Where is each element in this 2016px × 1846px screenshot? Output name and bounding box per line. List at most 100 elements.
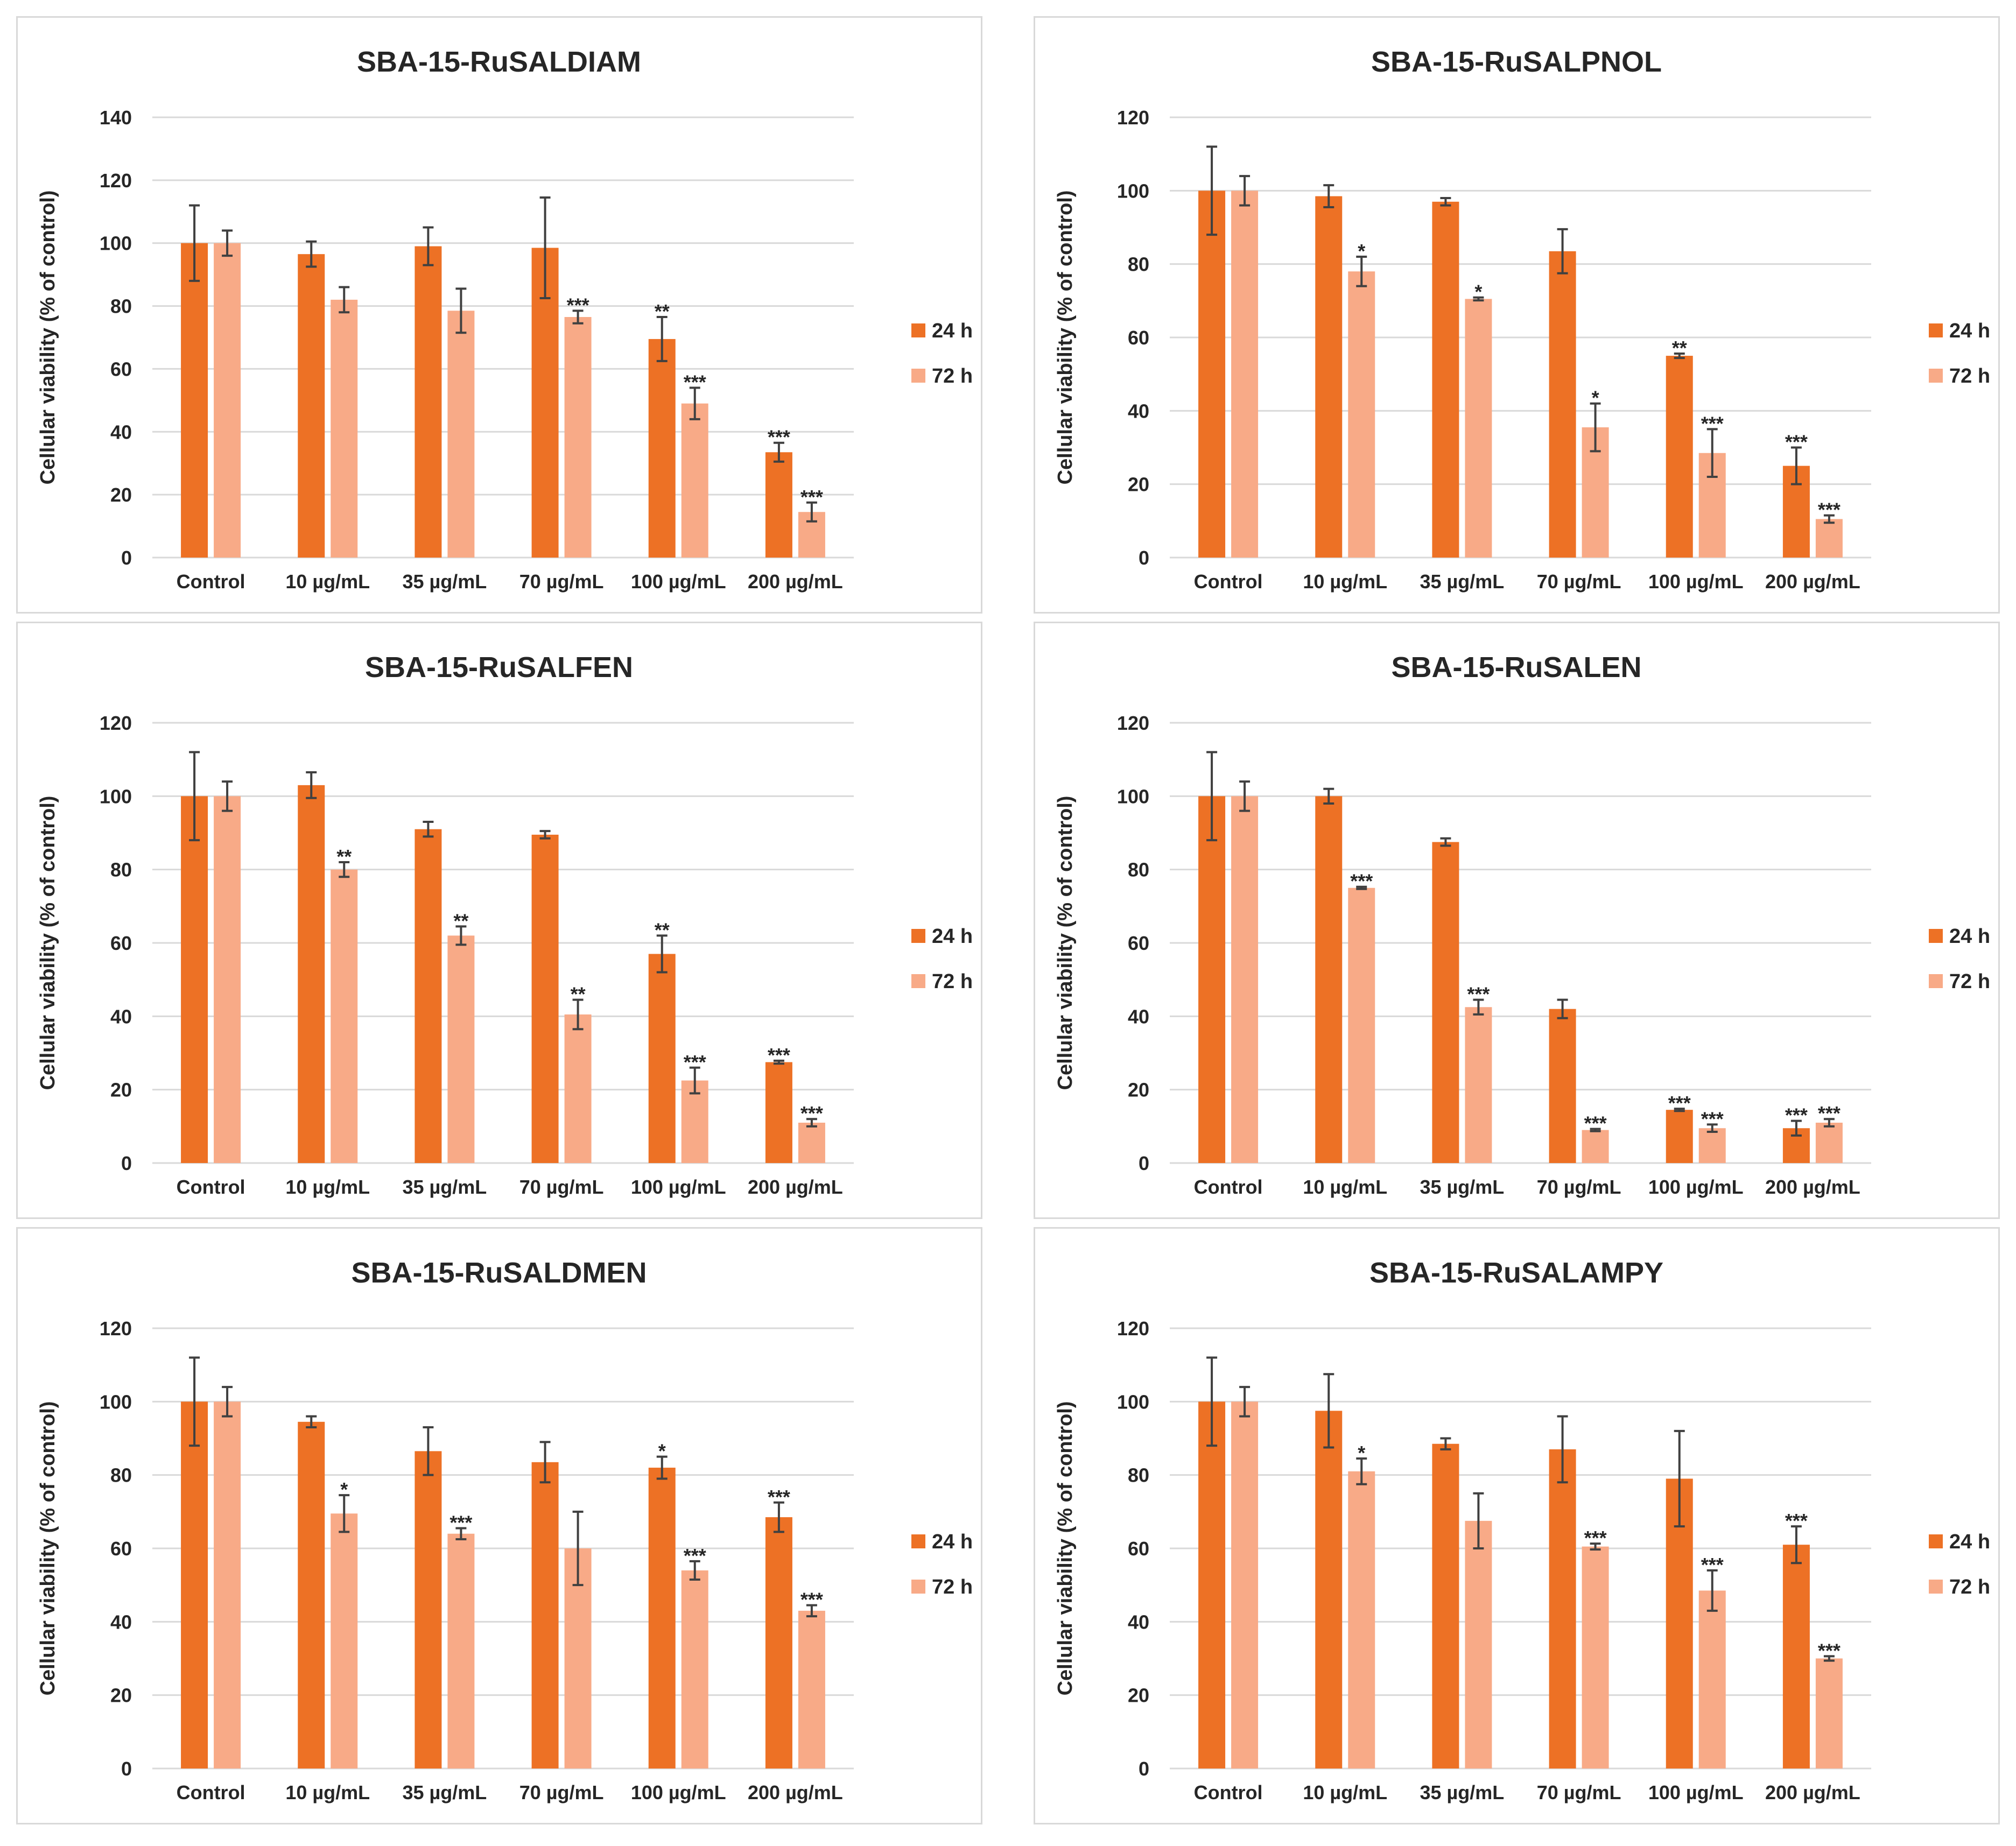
bar-72h: [681, 1570, 708, 1769]
x-tick-label: 35 µg/mL: [1420, 570, 1505, 593]
x-tick-label: 70 µg/mL: [519, 570, 604, 593]
legend-label: 72 h: [932, 970, 973, 993]
bar-24h: [181, 243, 208, 558]
y-tick-label: 40: [110, 1611, 132, 1633]
y-tick-label: 80: [110, 859, 132, 881]
y-tick-label: 60: [1128, 932, 1149, 954]
legend-swatch: [911, 1534, 925, 1548]
y-tick-label: 100: [100, 785, 132, 807]
bar-24h: [1432, 842, 1459, 1163]
significance-label: ***: [1701, 412, 1724, 434]
legend-swatch: [911, 929, 925, 943]
x-tick-label: 35 µg/mL: [403, 1781, 487, 1803]
legend-label: 24 h: [1949, 1531, 1990, 1553]
x-tick-label: Control: [177, 570, 245, 593]
legend-label: 72 h: [1949, 970, 1990, 993]
chart-panel-sba15-rusalampy: SBA-15-RuSALAMPY 0 20 40 60 80 100 120 Cellular …: [1034, 1227, 2000, 1824]
bar-72h: [1815, 519, 1843, 558]
y-tick-label: 20: [110, 1685, 132, 1707]
y-tick-label: 120: [100, 712, 132, 734]
significance-label: **: [453, 910, 468, 932]
y-tick-label: 0: [1139, 1152, 1149, 1174]
x-tick-label: 200 µg/mL: [748, 1176, 843, 1198]
bar-72h: [564, 317, 592, 558]
x-tick-label: 10 µg/mL: [1303, 1176, 1387, 1198]
significance-label: ***: [1584, 1112, 1607, 1135]
bar-24h: [1549, 251, 1576, 558]
y-tick-label: 80: [1128, 1464, 1149, 1486]
x-tick-label: 70 µg/mL: [1537, 1781, 1621, 1803]
bar-24h: [531, 1462, 559, 1769]
y-tick-label: 40: [110, 1005, 132, 1027]
bar-24h: [1666, 356, 1693, 558]
bar-72h: [1698, 1590, 1726, 1769]
y-tick-label: 60: [110, 1538, 132, 1560]
bar-72h: [1698, 1128, 1726, 1163]
legend-label: 24 h: [1949, 925, 1990, 948]
chart-title: SBA-15-RuSALDIAM: [357, 46, 641, 78]
bar-72h: [1815, 1123, 1843, 1163]
chart-panel-sba15-rusaldiam: SBA-15-RuSALDIAM 0 20 40 60 80 100 120 140 Cellul…: [16, 16, 982, 614]
significance-label: ***: [567, 294, 589, 316]
legend-label: 24 h: [932, 320, 973, 342]
significance-label: ***: [1701, 1554, 1724, 1576]
bar-24h: [1549, 1449, 1576, 1769]
significance-label: ***: [1584, 1527, 1607, 1549]
chart-panel-sba15-rusaldmen: SBA-15-RuSALDMEN 0 20 40 60 80 100 120 Cellular …: [16, 1227, 982, 1824]
y-tick-label: 100: [100, 232, 132, 255]
x-tick-label: 70 µg/mL: [519, 1176, 604, 1198]
y-tick-label: 40: [110, 421, 132, 443]
chart-svg: SBA-15-RuSALDMEN 0 20 40 60 80 100 120 Cellular …: [37, 1257, 973, 1803]
significance-label: ***: [768, 1044, 790, 1066]
legend-swatch: [911, 369, 925, 383]
y-tick-label: 120: [1117, 107, 1149, 129]
y-axis-label: Cellular viability (% of control): [37, 191, 59, 485]
significance-label: ***: [1785, 431, 1808, 453]
bar-24h: [298, 785, 325, 1163]
y-tick-label: 60: [110, 358, 132, 380]
legend-label: 24 h: [932, 925, 973, 948]
y-tick-label: 100: [1117, 180, 1149, 202]
bar-72h: [1231, 796, 1259, 1163]
y-tick-label: 80: [110, 1464, 132, 1486]
significance-label: **: [336, 846, 352, 868]
legend-label: 24 h: [932, 1531, 973, 1553]
significance-label: *: [1358, 1442, 1365, 1464]
legend-label: 72 h: [1949, 1576, 1990, 1598]
bar-24h: [765, 1517, 792, 1769]
bar-24h: [648, 1468, 676, 1769]
y-axis-label: Cellular viability (% of control): [1054, 1401, 1077, 1696]
x-tick-label: 35 µg/mL: [1420, 1781, 1505, 1803]
chart-panel-sba15-rusalpnol: SBA-15-RuSALPNOL 0 20 40 60 80 100 120 Cellular …: [1034, 16, 2000, 614]
bar-72h: [798, 1123, 825, 1163]
chart-title: SBA-15-RuSALFEN: [365, 651, 633, 684]
chart-svg: SBA-15-RuSALEN 0 20 40 60 80 100 120 Cellular vi…: [1054, 651, 1990, 1198]
bar-72h: [214, 243, 241, 558]
significance-label: **: [655, 300, 670, 322]
bar-72h: [1465, 1520, 1492, 1769]
bar-24h: [1315, 196, 1343, 558]
x-tick-label: 200 µg/mL: [748, 570, 843, 593]
bar-72h: [1582, 1546, 1609, 1769]
y-tick-label: 20: [1128, 1079, 1149, 1101]
x-tick-label: 35 µg/mL: [403, 570, 487, 593]
y-tick-label: 120: [1117, 1317, 1149, 1340]
significance-label: ***: [768, 426, 790, 448]
x-tick-label: 200 µg/mL: [748, 1781, 843, 1803]
chart-svg: SBA-15-RuSALAMPY 0 20 40 60 80 100 120 Cellular …: [1054, 1257, 1990, 1803]
y-tick-label: 0: [1139, 1758, 1149, 1780]
bar-24h: [181, 796, 208, 1163]
bar-24h: [181, 1401, 208, 1769]
x-tick-label: 100 µg/mL: [1648, 1176, 1744, 1198]
significance-label: **: [1672, 337, 1687, 359]
y-tick-label: 120: [100, 170, 132, 192]
legend-swatch: [1929, 929, 1943, 943]
legend-label: 72 h: [932, 365, 973, 387]
significance-label: *: [658, 1440, 666, 1462]
significance-label: ***: [684, 1051, 706, 1073]
y-tick-label: 100: [1117, 1391, 1149, 1413]
bar-72h: [1348, 1471, 1375, 1769]
bar-72h: [331, 299, 358, 558]
y-axis-label: Cellular viability (% of control): [37, 1401, 59, 1696]
bar-72h: [447, 311, 475, 558]
